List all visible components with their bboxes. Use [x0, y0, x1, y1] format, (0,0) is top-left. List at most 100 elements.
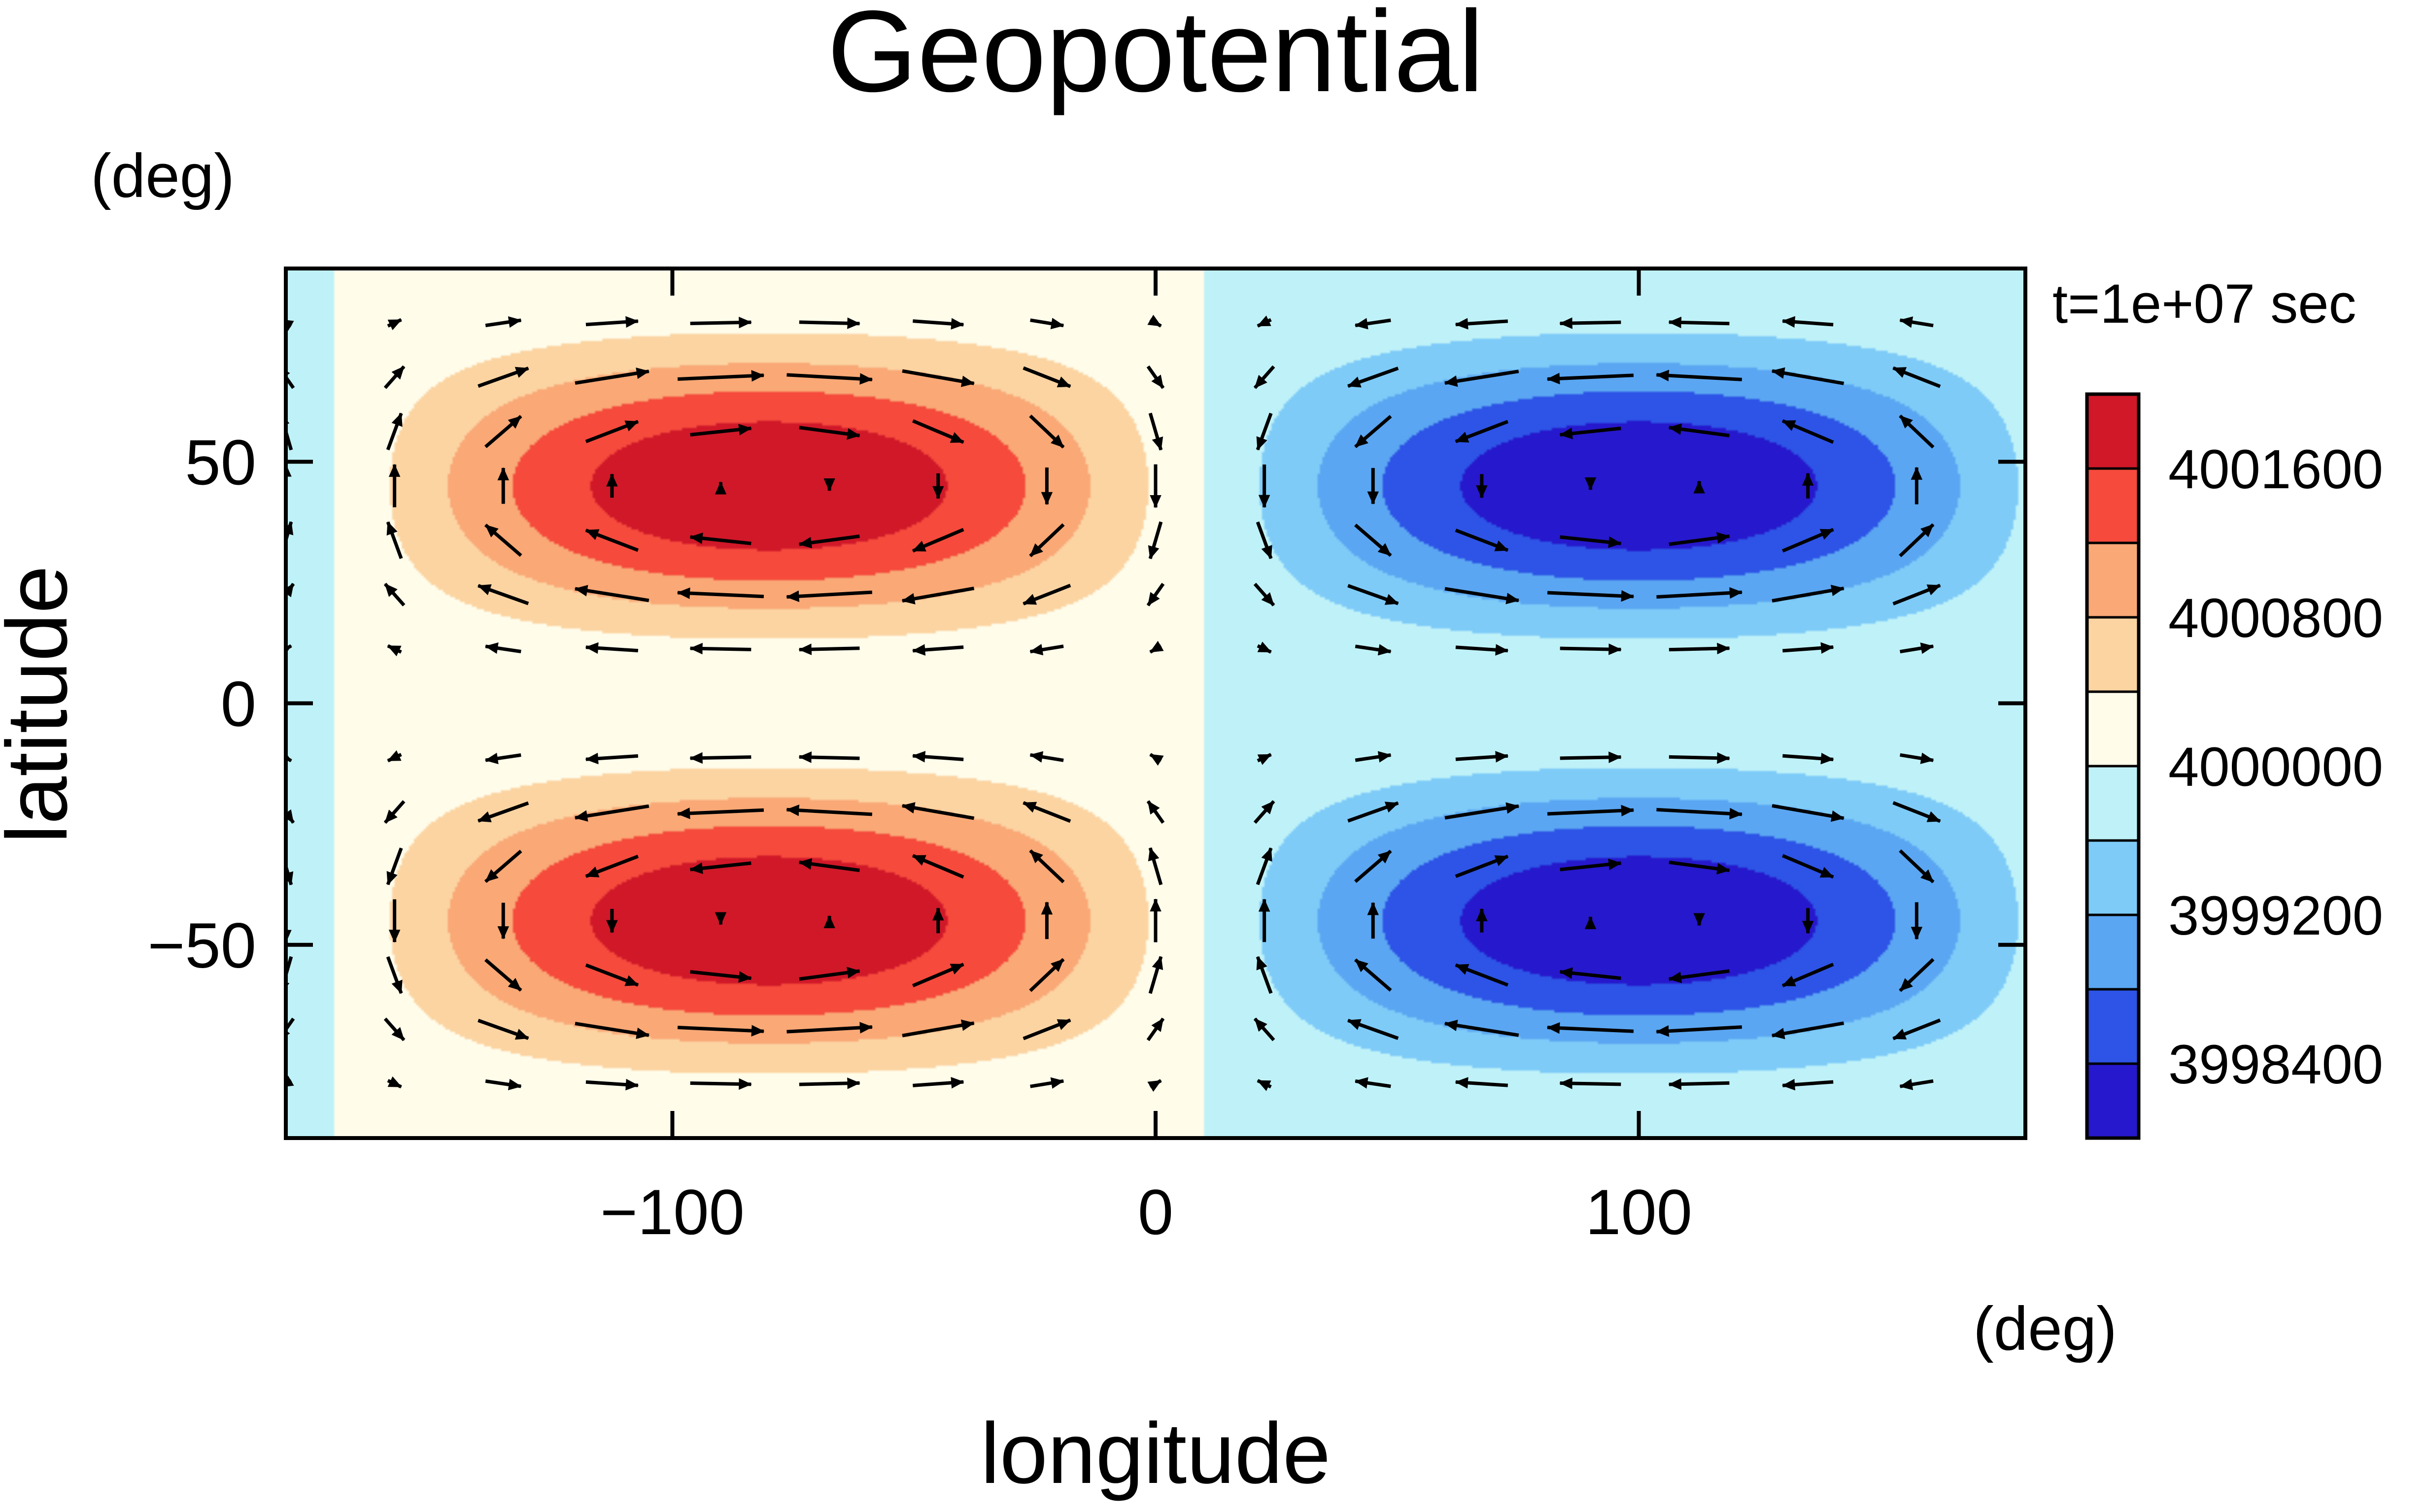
wind-vector [1355, 644, 1392, 656]
wind-vector [585, 854, 639, 878]
wind-vector [1455, 751, 1509, 763]
wind-vector [383, 365, 406, 389]
wind-vector [387, 750, 402, 763]
wind-vector [1656, 807, 1743, 820]
wind-vector [1781, 1078, 1834, 1091]
wind-vector [1560, 535, 1622, 548]
wind-vector [786, 590, 872, 603]
wind-vector [1030, 1077, 1064, 1089]
wind-vector [1547, 590, 1635, 602]
wind-vector [1347, 801, 1399, 823]
colorbar-swatch [2085, 839, 2140, 916]
wind-vector [574, 804, 649, 822]
wind-vector [798, 751, 860, 763]
wind-vector [484, 523, 522, 557]
wind-vector [1669, 642, 1730, 655]
wind-vector [1892, 583, 1941, 605]
wind-vector [912, 528, 964, 553]
wind-vector [478, 367, 529, 388]
wind-vector [1444, 802, 1520, 820]
wind-vector [1253, 800, 1275, 824]
colorbar-tick-label: 4000800 [2168, 587, 2383, 649]
plot-area: −100 0 100 −50 0 50 [147, 267, 2027, 1248]
wind-vector [912, 644, 964, 656]
wind-vector [1655, 370, 1742, 381]
wind-vector [484, 958, 522, 992]
wind-vector [1355, 751, 1392, 763]
y-axis-title: latitude [0, 566, 85, 843]
colorbar-tick-label: 4001600 [2168, 438, 2383, 500]
wind-vector [690, 970, 752, 983]
wind-vector [387, 644, 402, 657]
colorbar-swatch [2085, 913, 2140, 991]
x-axis-unit: (deg) [1973, 1295, 2117, 1363]
wind-vector [585, 963, 639, 987]
wind-vector [1455, 963, 1509, 987]
wind-vector [1669, 752, 1730, 764]
wind-vector [1023, 1018, 1071, 1041]
wind-vector [798, 534, 860, 549]
geopotential-field [286, 269, 2025, 1138]
wind-vector [585, 752, 639, 765]
wind-vector [286, 366, 295, 389]
wind-vector [1892, 801, 1941, 823]
y-axis-ticks: −50 0 50 [147, 426, 2025, 981]
wind-vector [1656, 587, 1743, 599]
x-axis-ticks: −100 0 100 [600, 269, 1692, 1248]
wind-vector [1771, 1021, 1845, 1040]
wind-vector [913, 318, 964, 330]
wind-vector [1781, 963, 1834, 988]
wind-vector [1148, 956, 1163, 994]
wind-vector [585, 642, 639, 654]
wind-vector [1455, 1077, 1508, 1089]
wind-vector [1030, 318, 1064, 330]
wind-vector [485, 1078, 522, 1090]
wind-vector [286, 583, 295, 598]
wind-vector [677, 807, 764, 819]
wind-vector [1444, 587, 1520, 605]
wind-vector [1023, 801, 1071, 823]
wind-vector [1559, 1077, 1621, 1089]
y-axis-unit: (deg) [91, 142, 235, 210]
wind-vector [1899, 1078, 1934, 1090]
wind-vector [1347, 367, 1399, 388]
wind-vector [484, 415, 522, 448]
wind-vector [1253, 365, 1275, 389]
chart-title: Geopotential [827, 0, 1484, 116]
y-tick-label: −50 [147, 909, 256, 981]
wind-vector [1149, 753, 1164, 766]
wind-vector [478, 1018, 529, 1040]
wind-vector [799, 426, 860, 440]
wind-vector [786, 804, 872, 816]
wind-vector [485, 316, 522, 328]
wind-vector [1560, 858, 1622, 872]
wind-vector [689, 752, 752, 764]
wind-vector [1668, 1078, 1730, 1090]
wind-vector [387, 318, 402, 331]
wind-vector [1029, 751, 1064, 763]
colorbar-swatch [2085, 988, 2140, 1065]
wind-vector [585, 1078, 639, 1091]
wind-vector [477, 584, 529, 605]
wind-vector [477, 801, 529, 823]
wind-vector [1772, 584, 1845, 603]
wind-vector [286, 956, 293, 994]
wind-vector [912, 854, 964, 879]
wind-vector [1354, 849, 1392, 883]
wind-vector [575, 368, 650, 385]
wind-vector [1146, 1017, 1165, 1042]
wind-vector [1147, 1079, 1162, 1092]
colorbar-tick-label: 3999200 [2168, 885, 2383, 946]
wind-vector [1444, 1019, 1519, 1037]
wind-vector [1023, 583, 1071, 605]
wind-vector [1559, 426, 1621, 439]
wind-vector [1257, 753, 1272, 765]
wind-vector [1892, 366, 1941, 388]
wind-vector [1899, 958, 1935, 992]
wind-vector [1147, 314, 1162, 328]
wind-vector [1669, 860, 1730, 874]
wind-vector [1781, 854, 1834, 879]
wind-vector [913, 1077, 964, 1089]
wind-vector [1546, 1022, 1634, 1034]
